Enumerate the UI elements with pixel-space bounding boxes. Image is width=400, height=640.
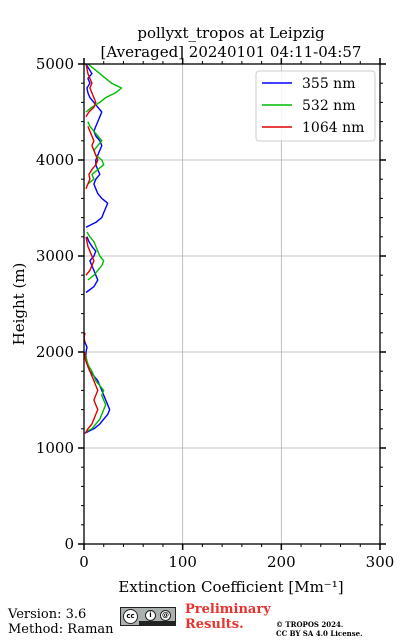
version-text: Version: 3.6	[8, 607, 87, 622]
chart-subtitle: [Averaged] 20240101 04:11-04:57	[101, 43, 362, 61]
method-text: Method: Raman	[8, 622, 114, 637]
legend-entry: 532 nm	[302, 98, 355, 114]
y-tick-label: 5000	[36, 55, 74, 73]
y-tick-label: 3000	[36, 247, 74, 265]
y-tick-label: 2000	[36, 343, 74, 361]
series-line-532-nm	[84, 63, 123, 433]
x-tick-label: 0	[79, 553, 89, 571]
y-tick-label: 0	[64, 535, 74, 553]
x-tick-label: 100	[168, 553, 197, 571]
legend-box	[255, 70, 376, 142]
preliminary-label: Preliminary	[185, 602, 271, 617]
y-tick-label: 4000	[36, 151, 74, 169]
license-text: CC BY SA 4.0 License.	[276, 629, 363, 638]
legend: 355 nm 532 nm 1064 nm	[255, 70, 376, 142]
x-tick-label: 300	[366, 553, 395, 571]
legend-entry: 355 nm	[302, 76, 355, 92]
cc-by-sa-icon: cc i @	[120, 607, 176, 626]
y-axis-label: Height (m)	[10, 263, 28, 346]
plot-frame	[83, 63, 381, 545]
x-axis-label: Extinction Coefficient [Mm⁻¹]	[118, 578, 343, 596]
y-tick-label: 1000	[36, 439, 74, 457]
x-tick-label: 200	[267, 553, 296, 571]
legend-entry: 1064 nm	[302, 120, 364, 136]
series-layer	[83, 63, 123, 434]
copyright-text: © TROPOS 2024.	[276, 620, 344, 629]
results-label: Results.	[185, 617, 244, 632]
chart-title: pollyxt_tropos at Leipzig	[137, 24, 325, 42]
